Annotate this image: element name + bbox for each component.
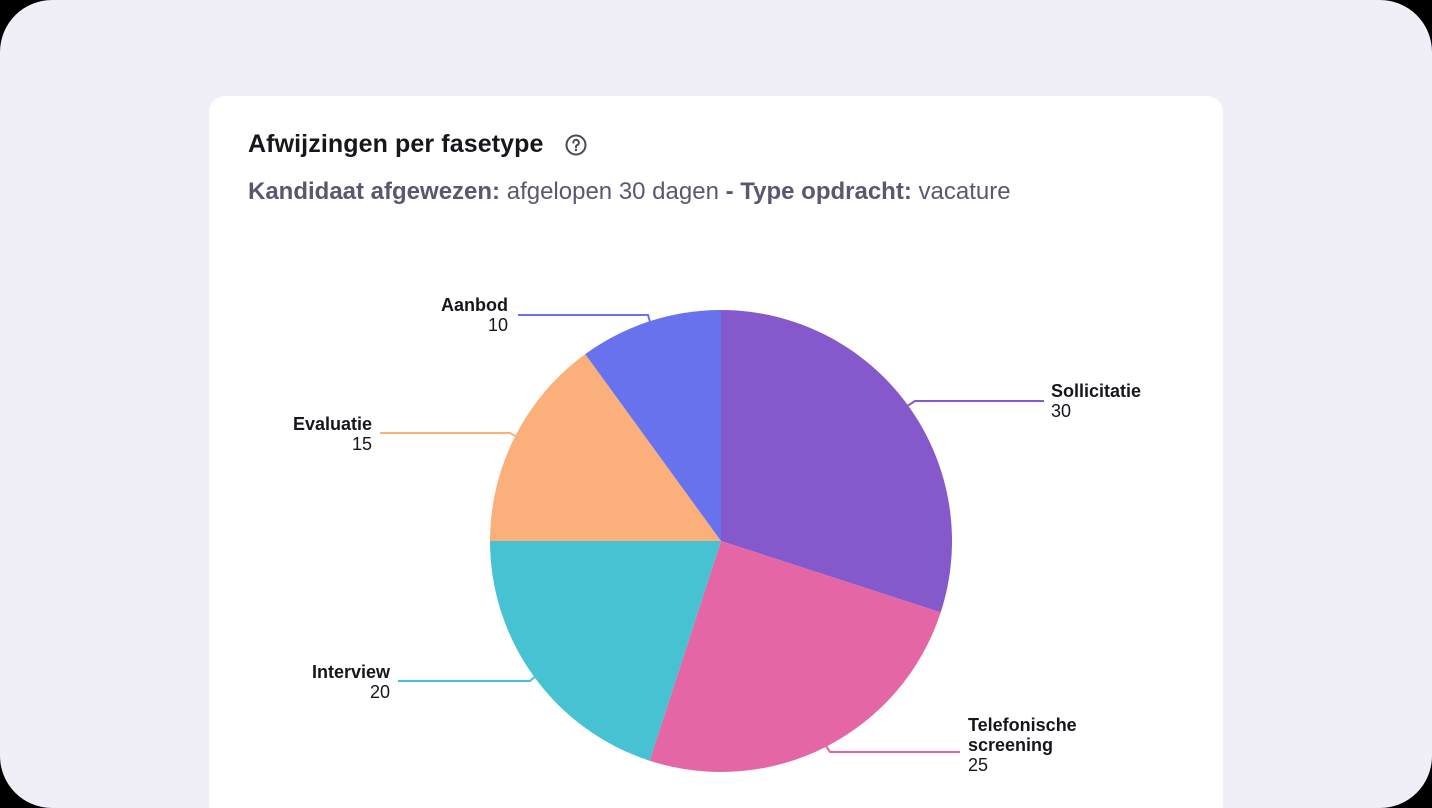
pie-slices <box>490 310 952 772</box>
card-header: Afwijzingen per fasetype <box>248 130 588 159</box>
question-circle-icon[interactable] <box>564 133 588 157</box>
slice-label-value: 20 <box>370 682 390 702</box>
slice-label-name: Telefonische <box>968 715 1077 735</box>
leader-line <box>380 432 522 440</box>
slice-label-name: Evaluatie <box>293 414 372 434</box>
pie-slice-aanbod[interactable] <box>585 310 721 541</box>
card-title: Afwijzingen per fasetype <box>248 130 544 158</box>
slice-label-value: 25 <box>968 755 988 775</box>
filter-candidate-value: afgelopen 30 dagen <box>506 178 719 205</box>
filter-summary: Kandidaat afgewezen: afgelopen 30 dagen … <box>248 178 1011 206</box>
leader-lines <box>380 314 1044 753</box>
leader-line <box>518 314 653 328</box>
pie-slice-evaluatie[interactable] <box>490 354 721 541</box>
slice-label-name: Interview <box>312 662 391 682</box>
filter-separator: - <box>725 178 734 205</box>
pie-slice-sollicitatie[interactable] <box>721 310 952 613</box>
leader-line <box>902 400 1044 410</box>
slice-label-value: 30 <box>1051 401 1071 421</box>
leader-line <box>822 740 960 753</box>
leader-line <box>398 672 540 682</box>
slice-label-name: Aanbod <box>441 295 508 315</box>
slice-label-name: Sollicitatie <box>1051 381 1141 401</box>
filter-type-label: Type opdracht: <box>740 178 912 205</box>
slice-label-name: screening <box>968 735 1053 755</box>
slice-label-value: 15 <box>352 434 372 454</box>
filter-candidate-label: Kandidaat afgewezen: <box>248 178 501 205</box>
filter-type-value: vacature <box>918 178 1011 205</box>
pie-slice-telefonische-screening[interactable] <box>649 541 941 772</box>
pie-slice-interview[interactable] <box>490 541 721 761</box>
slice-label-value: 10 <box>488 315 508 335</box>
